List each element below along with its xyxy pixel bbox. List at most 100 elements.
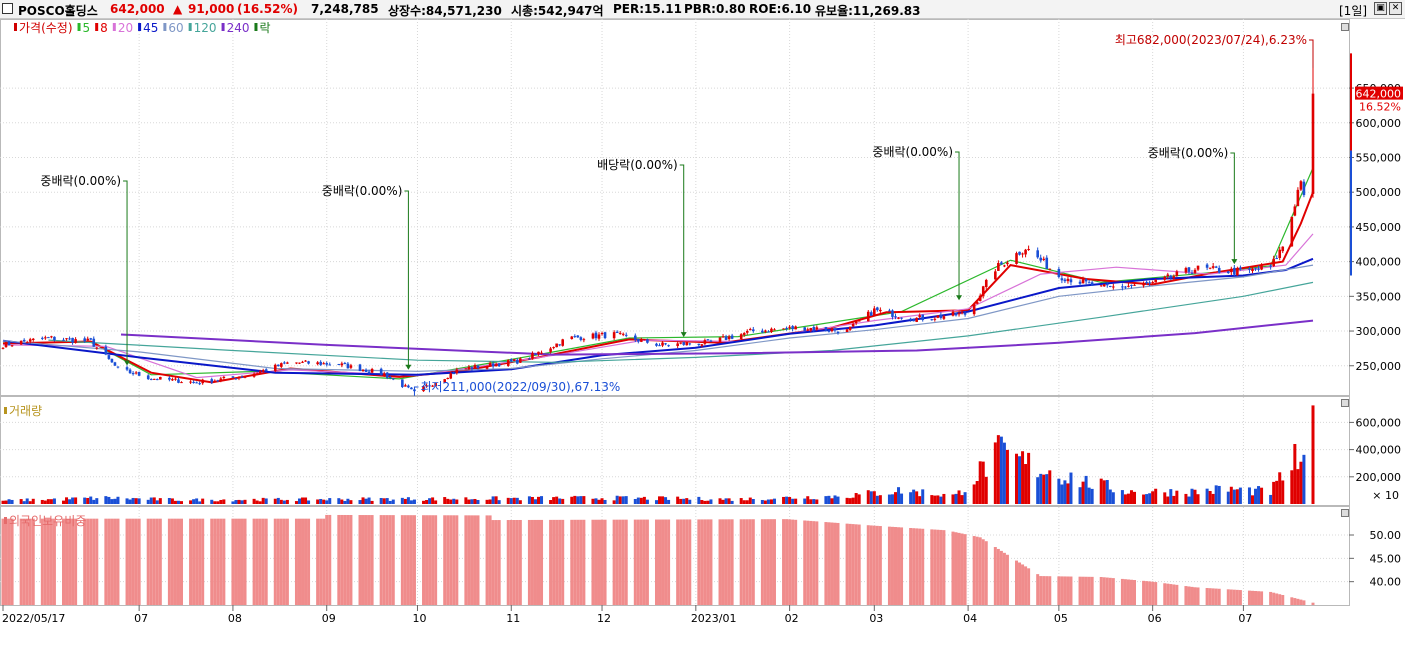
candle-body xyxy=(1084,279,1088,282)
candle-body xyxy=(491,363,495,367)
candle-body xyxy=(28,339,32,342)
candle-body xyxy=(1193,269,1197,273)
event-leader-line xyxy=(123,180,128,365)
candle-body xyxy=(95,347,99,349)
candle-body xyxy=(703,340,707,344)
volume-bar xyxy=(751,498,755,504)
legend-label: 락 xyxy=(259,21,270,35)
volume-bar xyxy=(1238,487,1242,504)
foreign-bar xyxy=(1166,583,1170,605)
foreign-bar xyxy=(264,518,268,605)
foreign-bar xyxy=(4,518,8,605)
candle-body xyxy=(1214,266,1218,268)
volume-bar xyxy=(189,500,193,504)
candle-body xyxy=(1151,282,1154,284)
candle-body xyxy=(679,342,682,344)
event-arrow-icon xyxy=(124,360,131,366)
foreign-bar xyxy=(1205,588,1209,605)
volume-bar xyxy=(878,495,882,504)
foreign-bar xyxy=(658,519,662,605)
foreign-bar xyxy=(509,520,513,605)
foreign-bar xyxy=(243,518,247,605)
volume-bar xyxy=(325,500,329,504)
volume-bar xyxy=(443,497,447,504)
foreign-bar xyxy=(43,518,47,605)
candle-body xyxy=(1281,246,1285,252)
foreign-bar xyxy=(1226,589,1230,605)
foreign-bar xyxy=(1190,586,1194,605)
volume-bar xyxy=(915,491,919,504)
price-y-tick-label: 250,000 xyxy=(1356,360,1402,373)
x-tick-label: 05 xyxy=(1054,612,1068,625)
volume-bar xyxy=(1190,488,1194,504)
restore-icon[interactable]: ▣ xyxy=(1374,2,1387,15)
foreign-bar xyxy=(52,518,56,605)
legend-marker xyxy=(254,23,258,31)
candle-body xyxy=(1293,206,1297,216)
event-label: 중배락(0.00%) xyxy=(40,174,121,188)
current-price-badge xyxy=(1355,86,1403,100)
select-checkbox[interactable] xyxy=(2,3,13,14)
candle-body xyxy=(189,381,192,383)
volume-bar xyxy=(62,500,66,504)
foreign-bar xyxy=(285,518,289,605)
candle-body xyxy=(1066,278,1070,282)
foreign-bar xyxy=(700,519,704,605)
foreign-bar xyxy=(688,519,692,605)
candle-body xyxy=(428,385,431,387)
volume-bar xyxy=(918,496,922,504)
volume-bar xyxy=(951,494,955,504)
volume-bar xyxy=(533,499,537,504)
foreign-bar xyxy=(322,518,326,605)
candle-body xyxy=(391,378,395,380)
candle-body xyxy=(1278,249,1282,259)
volume-bar xyxy=(261,497,265,504)
candle-body xyxy=(255,373,259,375)
legend-label: 120 xyxy=(194,21,217,35)
candle-body xyxy=(319,361,322,365)
volume-bar xyxy=(999,436,1003,504)
legend-marker xyxy=(163,23,167,31)
foreign-panel-maximize-icon[interactable] xyxy=(1341,509,1349,517)
candle-body xyxy=(827,330,831,332)
volume-bar xyxy=(488,499,492,504)
foreign-bar xyxy=(1254,591,1258,605)
stock-chart[interactable]: 최고682,000(2023/07/24),6.23% 최저211,000(202… xyxy=(0,19,1405,648)
candle-body xyxy=(1127,285,1130,287)
volume-bar xyxy=(730,500,734,504)
period-selector[interactable]: [1일] xyxy=(1339,4,1368,18)
foreign-bar xyxy=(981,539,985,605)
volume-bar xyxy=(1163,492,1167,504)
candle-body xyxy=(1063,279,1067,282)
candle-body xyxy=(349,365,353,368)
volume-bar xyxy=(1084,475,1088,504)
candle-body xyxy=(640,339,643,342)
foreign-bar xyxy=(887,526,891,605)
foreign-bar xyxy=(425,515,429,605)
price-panel-maximize-icon[interactable] xyxy=(1341,23,1349,31)
foreign-bar xyxy=(570,519,574,605)
foreign-bar xyxy=(167,518,171,605)
volume-bar xyxy=(1069,472,1073,504)
volume-bar xyxy=(1120,490,1124,504)
candle-body xyxy=(174,378,177,380)
volume-bar xyxy=(661,496,665,504)
close-icon[interactable]: ✕ xyxy=(1389,2,1402,15)
per-value: PER:15.11 xyxy=(613,2,682,16)
foreign-bar xyxy=(189,518,193,605)
candle-body xyxy=(785,327,788,329)
candle-body xyxy=(540,352,543,354)
candle-body xyxy=(446,377,450,379)
volume-bar xyxy=(282,500,286,504)
volume-bar xyxy=(624,496,628,504)
volume-panel-maximize-icon[interactable] xyxy=(1341,399,1349,407)
volume-bar xyxy=(1154,488,1158,504)
candle-body xyxy=(219,378,223,381)
stock-name[interactable]: POSCO홀딩스 xyxy=(18,4,98,18)
volume-bar xyxy=(682,498,686,504)
candle-body xyxy=(773,329,776,331)
volume-bar xyxy=(65,497,69,504)
foreign-bar xyxy=(1154,582,1158,605)
foreign-bar xyxy=(110,518,114,605)
candle-body xyxy=(44,337,47,339)
